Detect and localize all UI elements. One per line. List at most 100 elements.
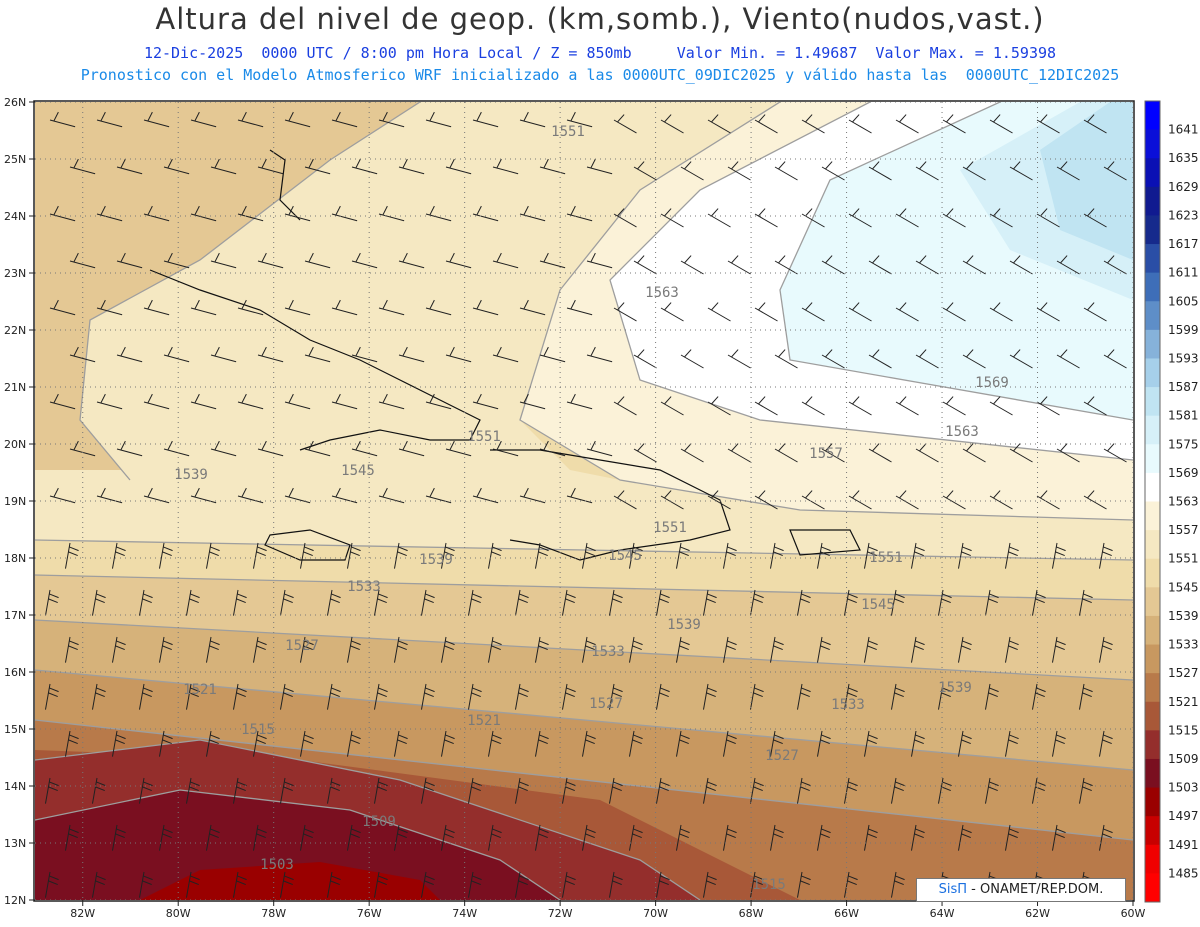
colorbar-label: 1485 (1168, 866, 1199, 880)
wind-barb-flag (989, 687, 999, 693)
wind-barb-flag (523, 111, 529, 122)
wind-barb-flag (210, 640, 220, 646)
wind-barb-flag (867, 551, 877, 557)
wind-barb-flag (425, 781, 435, 787)
wind-barb-flag (570, 393, 576, 404)
wind-barb-flag (335, 299, 341, 310)
wind-barb-flag (288, 487, 294, 498)
wind-barb-flag (637, 161, 645, 170)
wind-barb-flag (966, 349, 974, 358)
wind-barb-flag (194, 205, 200, 216)
contour-label: 1545 (608, 548, 642, 564)
contour-label: 1551 (551, 124, 585, 140)
wind-barb-flag (753, 786, 763, 792)
wind-barb-flag (679, 645, 689, 651)
wind-barb-flag (872, 349, 880, 358)
wind-barb-flag (1035, 692, 1045, 698)
wind-barb-flag (820, 645, 830, 651)
wind-barb-flag (915, 828, 925, 834)
wind-barb-flag (1013, 443, 1021, 452)
band-1539-north (35, 102, 780, 480)
wind-barb-flag (351, 546, 361, 552)
wind-barb-flag (617, 490, 625, 499)
wind-barb-flag (632, 833, 642, 839)
wind-barb-flag (543, 158, 549, 169)
wind-barb-flag (539, 828, 549, 834)
coast-hispaniola (490, 449, 731, 561)
wind-barb-flag (256, 551, 266, 557)
wind-barb-flag (946, 490, 954, 499)
wind-barb-flag (1082, 692, 1092, 698)
wind-barb-flag (288, 299, 294, 310)
wind-barb-flag (241, 205, 247, 216)
wind-barb-flag (1035, 598, 1045, 604)
colorbar-swatch (1145, 730, 1160, 760)
contour-label: 1545 (861, 597, 895, 613)
wind-barb-flag (115, 739, 125, 745)
wind-barb-flag (1103, 546, 1113, 552)
wind-barb-flag (519, 687, 529, 693)
wind-barb-flag (236, 880, 246, 886)
wind-barb-flag (382, 111, 388, 122)
wind-barb-flag (147, 111, 153, 122)
wind-barb-flag (1060, 255, 1068, 264)
wind-barb-flag (1056, 640, 1066, 646)
coast-puerto-rico (789, 529, 861, 556)
wind-barb-flag (825, 255, 833, 264)
wind-barb-flag (304, 640, 314, 646)
wind-barb-flag (283, 786, 293, 792)
contour-label: 1539 (667, 617, 701, 633)
sispi-logo: SisΠ (938, 882, 968, 897)
wind-barb-flag (444, 645, 454, 651)
wind-barb-flag (800, 786, 810, 792)
wind-barb-flag (167, 158, 173, 169)
wind-barb-flag (1036, 687, 1046, 693)
wind-barb-flag (731, 349, 739, 358)
wind-barb-flag (754, 781, 764, 787)
wind-barb-flag (1102, 833, 1112, 839)
coast-florida (269, 149, 301, 221)
lat-tick-label: 22N (4, 324, 26, 337)
wind-barb-flag (758, 490, 766, 499)
model-info: Pronostico con el Modelo Atmosferico WRF… (80, 66, 1120, 84)
lat-tick-label: 23N (4, 267, 26, 280)
wind-barb-flag (570, 111, 576, 122)
lat-tick-label: 12N (4, 894, 26, 907)
wind-barb-flag (894, 786, 904, 792)
colorbar-label: 1551 (1168, 552, 1199, 566)
wind-barb-flag (518, 598, 528, 604)
wind-barb-flag (96, 593, 106, 599)
wind-barb-flag (445, 640, 455, 646)
wind-barb-flag (96, 781, 106, 787)
wind-barb-flag (100, 487, 106, 498)
wind-barb-flag (143, 687, 153, 693)
wind-barb-flag (190, 593, 200, 599)
wind-barb-flag (100, 393, 106, 404)
colorbar-label: 1593 (1168, 351, 1199, 365)
wind-barb-flag (377, 786, 387, 792)
wind-barb-flag (48, 692, 58, 698)
wind-barb-flag (801, 593, 811, 599)
wind-barb-flag (518, 786, 528, 792)
wind-barb-flag (162, 739, 172, 745)
wind-barb-flag (754, 875, 764, 881)
coast-cuba (149, 269, 481, 451)
wind-barb-flag (496, 158, 502, 169)
wind-barb-flag (585, 833, 595, 839)
colorbar-label: 1491 (1168, 838, 1199, 852)
wind-barb-flag (726, 645, 736, 651)
wind-barb-flag (942, 781, 952, 787)
wind-barb-flag (444, 739, 454, 745)
wind-barb-flag (847, 786, 857, 792)
wind-barb-flag (424, 880, 434, 886)
lon-tick-label: 82W (70, 907, 95, 920)
wind-barb-flag (613, 781, 623, 787)
wind-barb-flag (142, 786, 152, 792)
wind-barb-flag (899, 396, 907, 405)
wind-barb-flag (852, 302, 860, 311)
wind-barb-flag (821, 640, 831, 646)
wind-barb-flag (586, 640, 596, 646)
wind-barb-flag (659, 786, 669, 792)
grid-lines (35, 102, 1133, 900)
lon-tick-label: 70W (643, 907, 668, 920)
